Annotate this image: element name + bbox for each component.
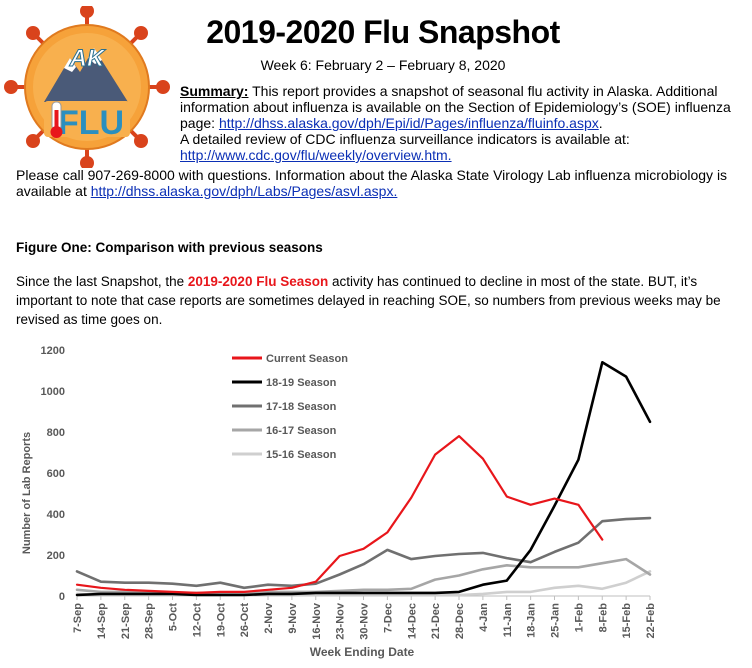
series-line-current-season <box>75 435 604 594</box>
chart-legend: Current Season 18-19 Season 17-18 Season 16… <box>232 353 348 461</box>
figure-paragraph: Since the last Snapshot, the 2019-2020 F… <box>16 272 740 329</box>
x-tick-label: 28-Dec <box>454 603 466 639</box>
y-tick-label: 1000 <box>41 386 65 398</box>
paragraph-pre: Since the last Snapshot, the <box>16 274 185 289</box>
flu-comparison-chart: 0 200 400 600 800 1000 1200 7-Sep 14-Sep 21-Sep 2… <box>21 345 657 659</box>
cdc-review-text: A detailed review of CDC influenza surve… <box>180 131 630 147</box>
x-tick-label: 22-Feb <box>645 603 657 639</box>
x-tick-label: 30-Nov <box>359 602 371 640</box>
legend-label: 15-16 Season <box>266 449 337 461</box>
paragraph-post: activity has continued to decline in mos… <box>16 274 721 327</box>
summary-block: Summary: This report provides a snapshot… <box>180 83 740 163</box>
x-tick-label: 5-Oct <box>168 603 180 631</box>
logo-ak-text: AK <box>69 45 106 72</box>
y-tick-label: 200 <box>47 550 65 562</box>
legend-label: 16-17 Season <box>266 425 337 437</box>
ak-flu-logo: AK FLU <box>4 6 170 168</box>
series-line-18-19-season <box>75 361 652 597</box>
x-tick-label: 28-Sep <box>144 603 156 639</box>
soe-influenza-link[interactable]: http://dhss.alaska.gov/dph/Epi/id/Pages/… <box>218 115 599 131</box>
legend-label: 17-18 Season <box>266 401 337 413</box>
x-tick-label: 1-Feb <box>573 603 585 633</box>
x-tick-label: 23-Nov <box>335 602 347 640</box>
asvl-link[interactable]: http://dhss.alaska.gov/dph/Labs/Pages/as… <box>90 183 398 199</box>
x-tick-label: 21-Sep <box>120 603 132 639</box>
x-tick-label: 9-Nov <box>287 602 299 633</box>
summary-period: . <box>598 115 603 131</box>
x-tick-label: 2-Nov <box>263 602 275 633</box>
x-tick-label: 14-Dec <box>406 603 418 639</box>
paragraph-highlight: 2019-2020 Flu Season <box>187 274 329 289</box>
contact-block: Please call 907-269-8000 with questions.… <box>16 167 740 199</box>
series-line-17-18-season <box>75 516 652 590</box>
x-tick-label: 26-Oct <box>239 603 251 638</box>
cdc-overview-link[interactable]: http://www.cdc.gov/flu/weekly/overview.h… <box>180 147 452 163</box>
x-tick-label: 15-Feb <box>621 603 633 639</box>
x-axis: 7-Sep 14-Sep 21-Sep 28-Sep 5-Oct 12-Oct 19-Oct… <box>72 595 657 640</box>
x-tick-label: 19-Oct <box>215 603 227 638</box>
x-tick-label: 14-Sep <box>96 603 108 639</box>
x-tick-label: 16-Nov <box>311 602 323 640</box>
legend-label: 18-19 Season <box>266 377 337 389</box>
x-tick-label: 21-Dec <box>430 603 442 639</box>
page-subtitle: Week 6: February 2 – February 8, 2020 <box>260 57 506 73</box>
x-tick-label: 25-Jan <box>550 603 562 638</box>
y-tick-label: 400 <box>47 509 65 521</box>
y-tick-label: 600 <box>47 468 65 480</box>
y-axis: 0 200 400 600 800 1000 1200 <box>41 345 65 603</box>
x-tick-label: 4-Jan <box>478 603 490 632</box>
x-tick-label: 8-Feb <box>597 603 609 633</box>
x-tick-label: 7-Dec <box>382 603 394 633</box>
x-axis-label: Week Ending Date <box>310 645 415 659</box>
legend-label: Current Season <box>266 353 348 365</box>
figure-heading: Figure One: Comparison with previous sea… <box>16 240 323 255</box>
y-tick-label: 1200 <box>41 345 65 357</box>
x-tick-label: 18-Jan <box>526 603 538 638</box>
y-axis-label: Number of Lab Reports <box>21 432 33 554</box>
x-tick-label: 11-Jan <box>502 603 514 638</box>
summary-text: This report provides a snapshot of seaso… <box>180 83 731 131</box>
y-tick-label: 800 <box>47 427 65 439</box>
series-lines <box>75 361 652 597</box>
contact-text: Please call 907-269-8000 with questions.… <box>16 167 728 199</box>
logo-flu-text: FLU <box>58 104 124 142</box>
x-tick-label: 7-Sep <box>72 603 84 633</box>
virus-spikes <box>4 6 170 168</box>
page-title: 2019-2020 Flu Snapshot <box>206 14 560 50</box>
x-tick-label: 12-Oct <box>191 603 203 638</box>
summary-label: Summary: <box>180 83 249 99</box>
y-tick-label: 0 <box>59 591 65 603</box>
thermometer-icon <box>50 101 63 138</box>
